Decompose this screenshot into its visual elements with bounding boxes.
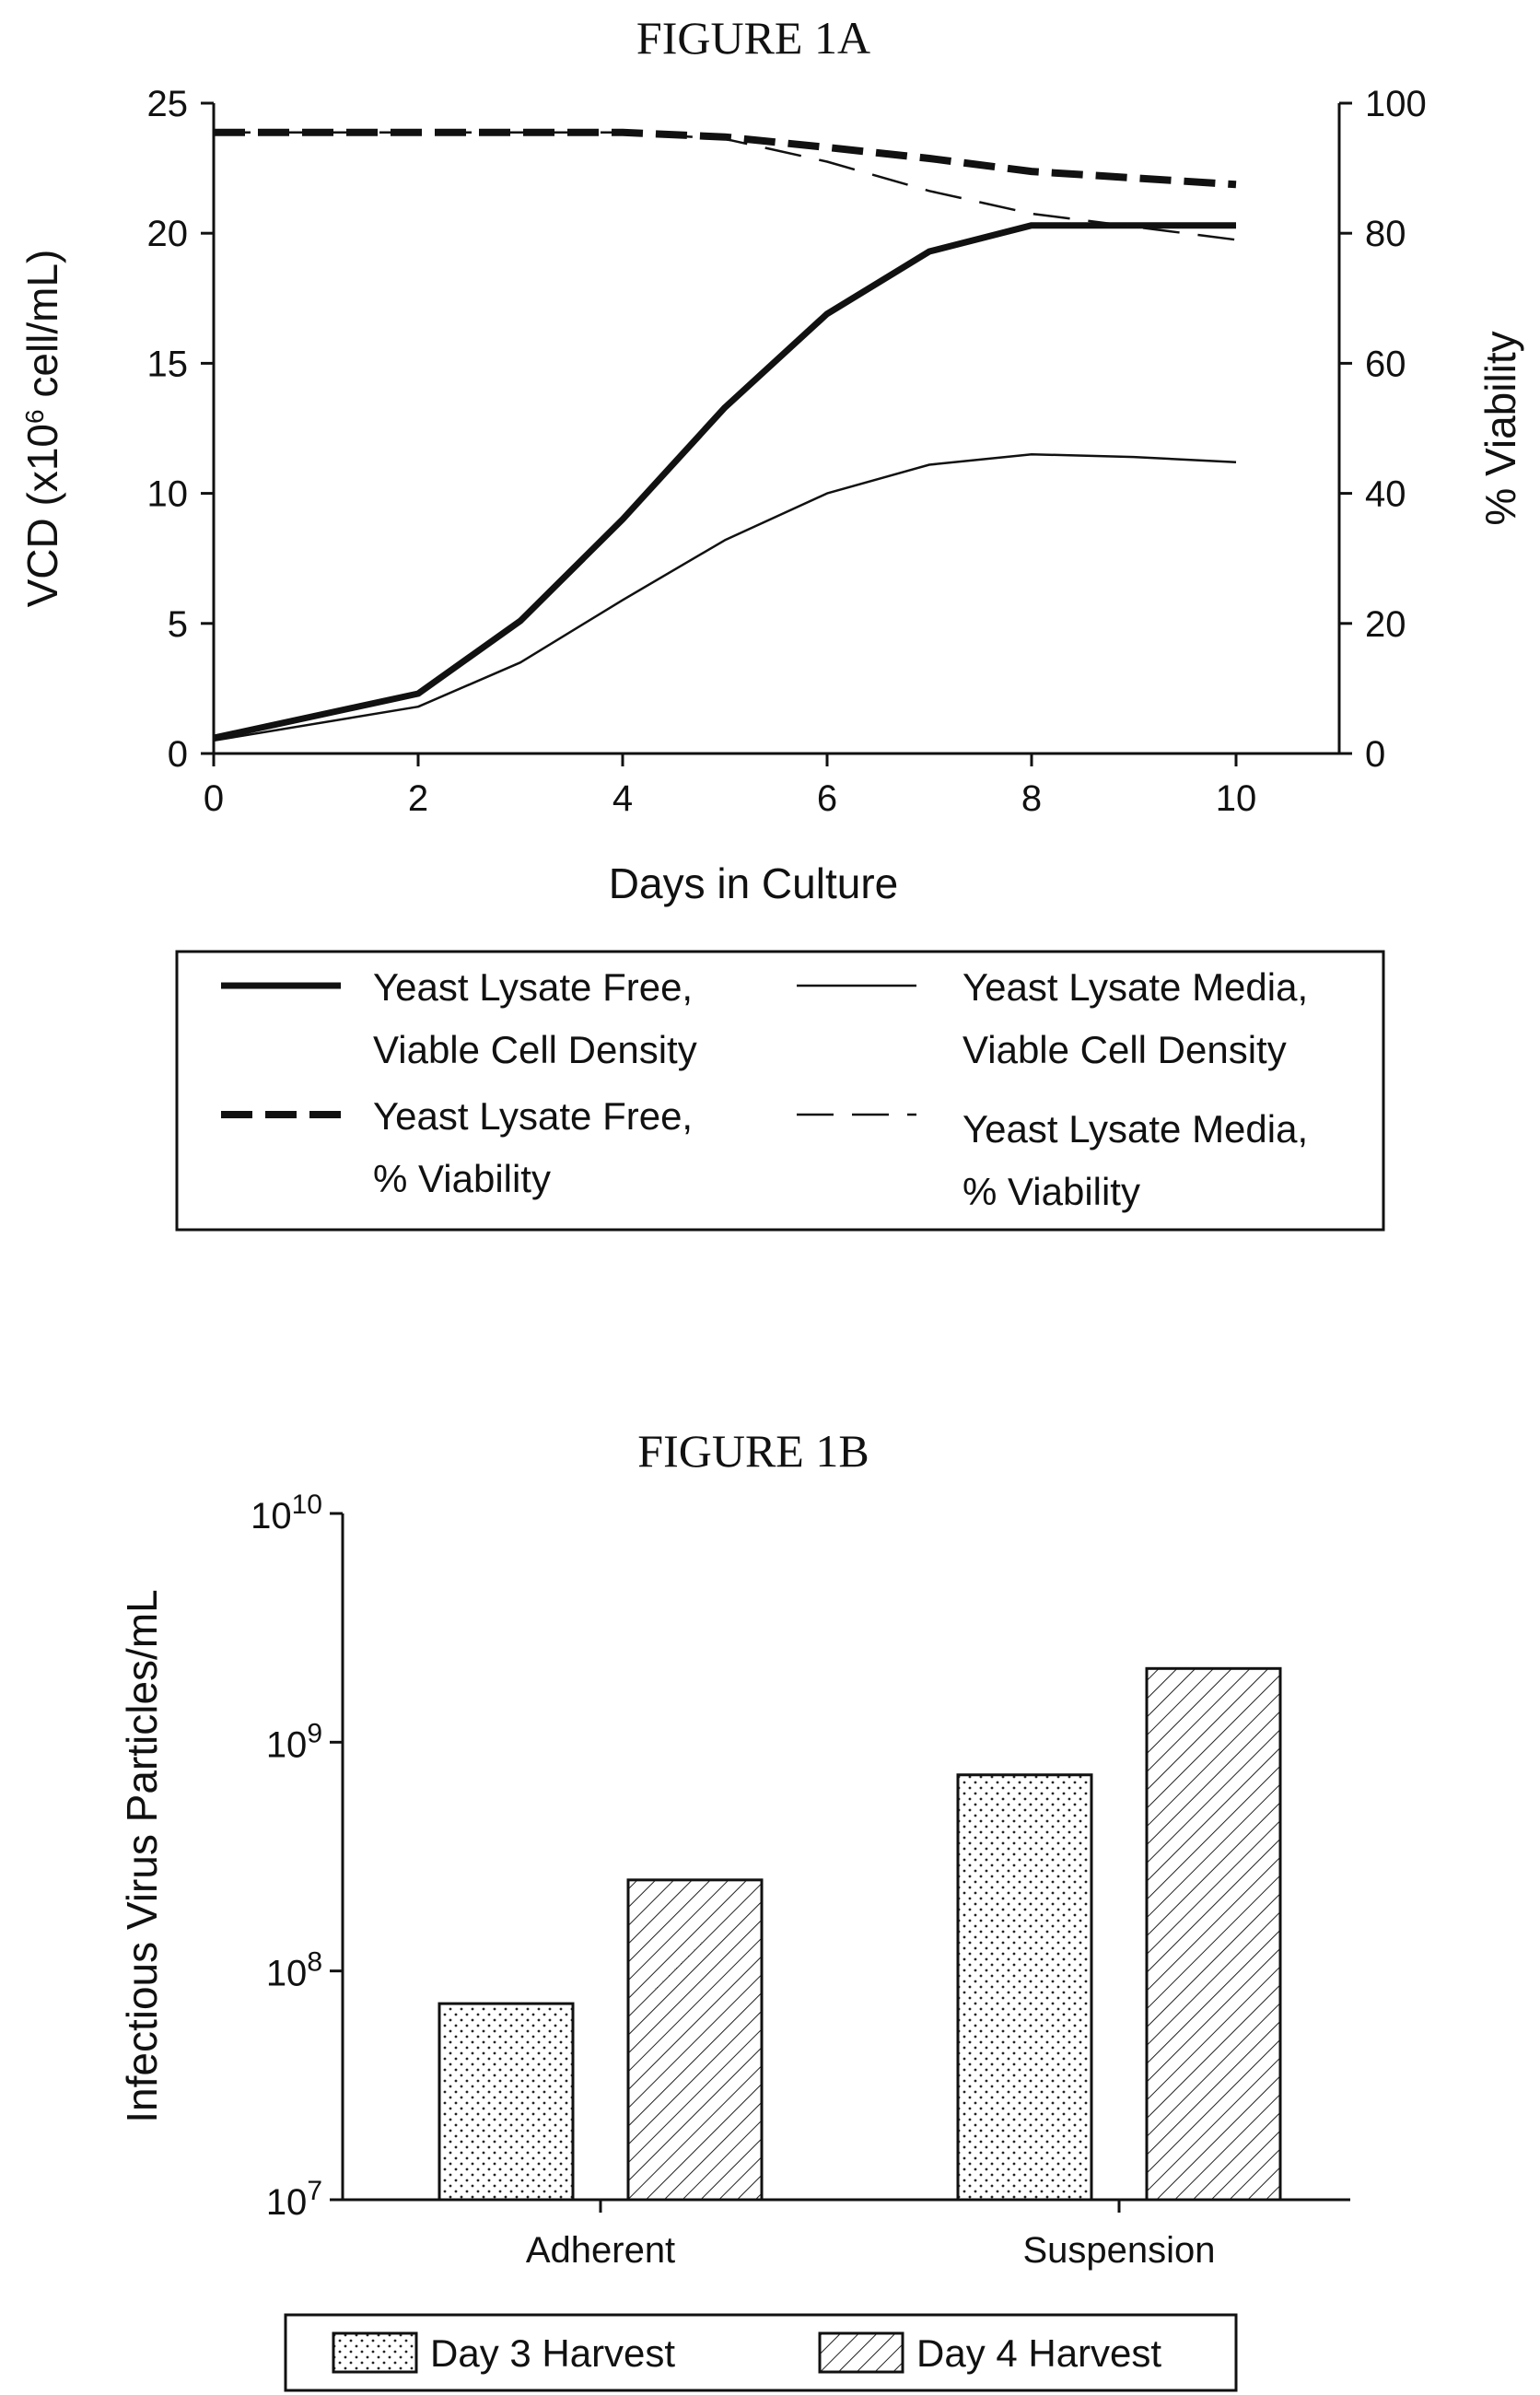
chart-1a-legend-label: Yeast Lysate Media, (962, 1107, 1308, 1151)
chart-1a-legend-label: Yeast Lysate Free, (373, 1094, 693, 1138)
chart-1a-legend-entries: Yeast Lysate Free, Viable Cell Density Yea… (221, 965, 1308, 1213)
chart-1a-y2-ticks: 0 20 40 60 80 100 (1339, 84, 1427, 775)
chart-1b-legend-entries: Day 3 Harvest Day 4 Harvest (332, 2331, 1161, 2375)
chart-1b-bars (438, 1666, 1282, 2202)
chart-1b-legend-swatch-2 (818, 2331, 904, 2374)
chart-1b-bar-adherent-day3 (438, 2002, 575, 2202)
chart-1a-y-axis-label: VCD (x106 cell/mL) (18, 250, 66, 608)
chart-1b-y-tick-exp: 10 (292, 1490, 322, 1520)
chart-1a: FIGURE 1A 0 2 4 6 8 10 0 5 10 15 20 25 0 20 40 60 80 10… (18, 12, 1524, 1232)
chart-1b-y-tick-exp: 8 (307, 1946, 322, 1977)
chart-1a-x-tick-label: 2 (408, 778, 428, 819)
chart-1b-bar-suspension-day3 (956, 1773, 1093, 2202)
chart-1a-y-tick-label: 20 (147, 214, 189, 254)
chart-1b-legend-box (284, 2313, 1238, 2392)
chart-1a-legend-label: Yeast Lysate Free, (373, 965, 693, 1009)
chart-1a-x-ticks: 0 2 4 6 8 10 (204, 754, 1256, 819)
chart-1a-series-line-3 (214, 128, 1237, 189)
chart-1a-legend-label: Viable Cell Density (962, 1028, 1287, 1071)
chart-1b-category-label: Suspension (1022, 2230, 1215, 2271)
chart-1b-legend-swatch-1 (332, 2331, 418, 2374)
chart-1a-series-line-2 (213, 452, 1237, 742)
chart-1b-category-labels: Adherent Suspension (526, 2200, 1216, 2271)
chart-1a-title: FIGURE 1A (636, 12, 870, 64)
chart-1a-y-tick-label: 0 (168, 734, 188, 775)
chart-1a-legend-label: Yeast Lysate Media, (962, 965, 1308, 1009)
chart-1b-y-tick-label: 108 (266, 1946, 322, 1994)
chart-1a-x-tick-label: 4 (612, 778, 633, 819)
chart-1a-y-tick-label: 10 (147, 474, 189, 515)
chart-1b-legend-label: Day 4 Harvest (916, 2331, 1161, 2375)
chart-1a-x-tick-label: 6 (817, 778, 837, 819)
chart-1a-y2-axis-label: % Viability (1476, 331, 1524, 525)
chart-1a-y2-tick-label: 60 (1365, 344, 1406, 384)
chart-1a-legend: Yeast Lysate Free, Viable Cell Density Yea… (175, 950, 1385, 1232)
chart-1a-axes (212, 103, 1341, 755)
chart-1a-x-axis-label: Days in Culture (609, 859, 898, 907)
chart-1b-y-tick-exp: 9 (307, 1718, 322, 1748)
chart-1b-legend: Day 3 Harvest Day 4 Harvest (284, 2313, 1238, 2392)
chart-1a-x-tick-label: 10 (1216, 778, 1257, 819)
chart-1a-y-label-post: cell/mL) (18, 250, 66, 410)
chart-1b-y-tick-exp: 7 (307, 2176, 322, 2206)
chart-1b-y-axis-label: Infectious Virus Particles/mL (118, 1589, 166, 2123)
chart-1a-y-label-sup: 6 (20, 409, 49, 424)
chart-1b-bar-suspension-day4 (1145, 1666, 1282, 2202)
chart-1b-y-tick-label: 107 (266, 2176, 322, 2224)
chart-1b-y-tick-base: 10 (266, 2182, 308, 2223)
chart-1a-y2-tick-label: 20 (1365, 604, 1406, 645)
chart-1b-title: FIGURE 1B (637, 1425, 869, 1477)
chart-1a-y2-tick-label: 80 (1365, 214, 1406, 254)
chart-1a-series-line-4 (214, 131, 1237, 241)
chart-1a-legend-label: % Viability (962, 1170, 1140, 1213)
chart-1a-legend-box (175, 950, 1385, 1232)
chart-1a-y2-tick-label: 0 (1365, 734, 1385, 775)
chart-1b-category-label: Adherent (526, 2230, 675, 2271)
chart-1a-series-line-1 (213, 222, 1236, 742)
chart-1b-y-tick-base: 10 (266, 1724, 308, 1765)
chart-1a-y-tick-label: 25 (147, 84, 189, 124)
chart-1b-y-tick-label: 1010 (251, 1490, 322, 1537)
chart-1a-y2-tick-label: 40 (1365, 474, 1406, 515)
chart-1a-y-label-pre: VCD (x10 (18, 424, 66, 607)
chart-1b-legend-label: Day 3 Harvest (430, 2331, 675, 2375)
chart-1a-x-tick-label: 0 (204, 778, 224, 819)
chart-1a-series (213, 128, 1237, 742)
chart-1a-legend-label: % Viability (373, 1157, 551, 1200)
chart-1a-y-tick-label: 5 (168, 604, 188, 645)
chart-1b-y-tick-base: 10 (266, 1954, 308, 1994)
chart-1a-y2-tick-label: 100 (1365, 84, 1427, 124)
chart-1a-y-ticks: 0 5 10 15 20 25 (147, 84, 214, 775)
chart-1a-legend-label: Viable Cell Density (373, 1028, 697, 1071)
chart-1b-y-tick-label: 109 (266, 1718, 322, 1766)
chart-1b-y-tick-base: 10 (251, 1496, 292, 1536)
chart-1a-x-tick-label: 8 (1021, 778, 1042, 819)
chart-1b-bar-adherent-day4 (626, 1878, 764, 2202)
chart-1a-y-tick-label: 15 (147, 344, 189, 384)
